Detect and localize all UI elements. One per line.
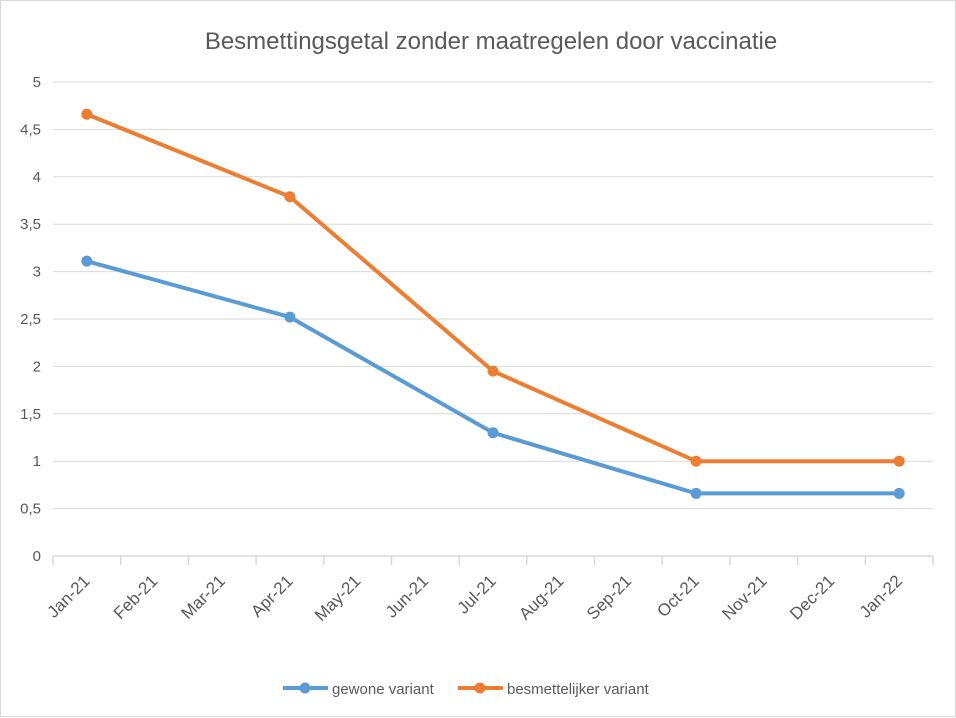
x-tick-label: Jun-21 xyxy=(382,571,432,621)
data-point xyxy=(893,487,905,499)
series-line-1 xyxy=(86,112,900,464)
x-tick-label: Aug-21 xyxy=(515,571,567,623)
x-tick-label: May-21 xyxy=(311,571,365,625)
legend-swatch-marker xyxy=(299,682,311,694)
data-point xyxy=(81,255,93,267)
y-tick-label: 4 xyxy=(33,169,41,186)
data-point xyxy=(893,455,905,467)
y-tick-label: 5 xyxy=(33,74,41,91)
gridlines xyxy=(53,81,933,510)
x-tick-label: Jul-21 xyxy=(454,571,500,617)
legend-label: gewone variant xyxy=(332,681,435,698)
y-tick-label: 0,5 xyxy=(20,501,41,518)
series-lines xyxy=(81,108,905,499)
y-tick-label: 1 xyxy=(33,453,41,470)
data-point xyxy=(690,487,702,499)
data-point xyxy=(487,365,499,377)
x-tick-label: Mar-21 xyxy=(178,571,230,623)
data-point xyxy=(487,427,499,439)
x-tick-label: Nov-21 xyxy=(718,571,770,623)
data-point xyxy=(81,108,93,120)
legend-swatch-marker xyxy=(474,682,486,694)
x-tick-label: Jan-21 xyxy=(43,571,93,621)
series-line-0 xyxy=(86,259,900,496)
data-point xyxy=(690,455,702,467)
y-axis: 0 0,5 1 1,5 2 2,5 3 3,5 4 4,5 5 xyxy=(20,74,41,565)
data-point xyxy=(284,191,296,203)
y-tick-label: 3,5 xyxy=(20,216,41,233)
data-point xyxy=(284,311,296,323)
legend-label: besmettelijker variant xyxy=(507,681,650,698)
x-tick-label: Apr-21 xyxy=(247,571,297,621)
y-tick-label: 1,5 xyxy=(20,406,41,423)
y-tick-label: 0 xyxy=(33,548,41,565)
y-tick-label: 2 xyxy=(33,358,41,375)
x-tick-label: Oct-21 xyxy=(653,571,703,621)
y-tick-label: 2,5 xyxy=(20,311,41,328)
y-tick-label: 4,5 xyxy=(20,121,41,138)
chart-title: Besmettingsgetal zonder maatregelen door… xyxy=(205,28,777,55)
x-tick-label: Sep-21 xyxy=(583,571,635,623)
x-axis: Jan-21 Feb-21 Mar-21 Apr-21 May-21 Jun-21 Jul-… xyxy=(43,555,934,625)
x-tick-label: Dec-21 xyxy=(786,571,838,623)
y-tick-label: 3 xyxy=(33,264,41,281)
legend: gewone variant besmettelijker variant xyxy=(283,681,650,698)
x-tick-label: Feb-21 xyxy=(110,571,162,623)
x-tick-label: Jan-22 xyxy=(856,571,906,621)
